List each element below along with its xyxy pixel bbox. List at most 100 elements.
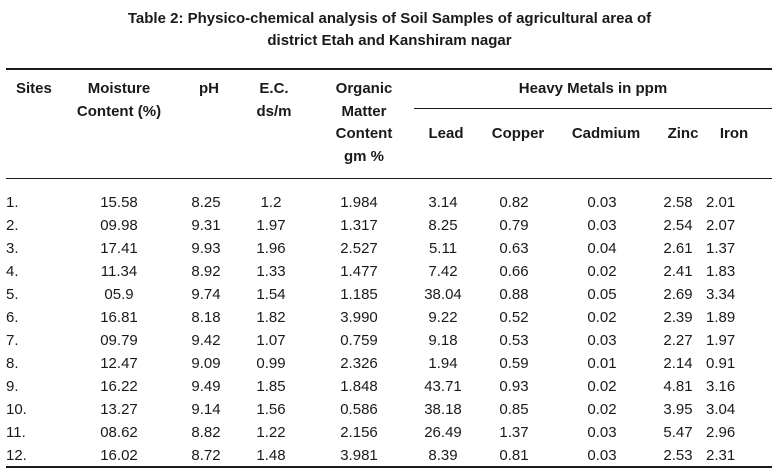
cell-zinc: 2.53 xyxy=(663,447,693,464)
cell-copper: 0.82 xyxy=(499,194,529,211)
cell-site: 8. xyxy=(6,355,19,372)
cell-site: 4. xyxy=(6,263,19,280)
cell-ph: 8.92 xyxy=(191,263,221,280)
cell-site: 2. xyxy=(6,217,19,234)
caption-line-2: district Etah and Kanshiram nagar xyxy=(267,32,512,49)
table-row: 3. 17.41 9.93 1.96 2.527 5.11 0.63 0.04 2.61 1.37 xyxy=(6,237,772,260)
cell-copper: 0.59 xyxy=(499,355,529,372)
cell-ph: 9.74 xyxy=(191,286,221,303)
cell-organic-matter: 1.185 xyxy=(340,286,378,303)
cell-ec: 1.22 xyxy=(256,424,286,441)
cell-cadmium: 0.02 xyxy=(587,401,617,418)
cell-cadmium: 0.02 xyxy=(587,309,617,326)
data-table: 1. 15.58 8.25 1.2 1.984 3.14 0.82 0.03 2.58 2.01 2… xyxy=(6,191,772,467)
header-iron: Iron xyxy=(719,125,749,142)
cell-site: 7. xyxy=(6,332,19,349)
cell-site: 5. xyxy=(6,286,19,303)
cell-moisture: 15.58 xyxy=(100,194,138,211)
table-row: 9. 16.22 9.49 1.85 1.848 43.71 0.93 0.02 4.81 3.1… xyxy=(6,375,772,398)
cell-iron: 3.04 xyxy=(706,401,736,418)
cell-moisture: 17.41 xyxy=(100,240,138,257)
cell-iron: 1.89 xyxy=(706,309,736,326)
cell-lead: 38.18 xyxy=(424,401,462,418)
cell-copper: 0.81 xyxy=(499,447,529,464)
cell-copper: 1.37 xyxy=(499,424,529,441)
cell-ec: 1.2 xyxy=(260,194,282,211)
cell-organic-matter: 1.317 xyxy=(340,217,378,234)
cell-ec: 1.82 xyxy=(256,309,286,326)
cell-copper: 0.63 xyxy=(499,240,529,257)
cell-moisture: 08.62 xyxy=(100,424,138,441)
header-heavy-metals: Heavy Metals in ppm xyxy=(518,80,668,97)
cell-cadmium: 0.03 xyxy=(587,217,617,234)
cell-ec: 1.85 xyxy=(256,378,286,395)
cell-site: 6. xyxy=(6,309,19,326)
cell-site: 9. xyxy=(6,378,19,395)
cell-organic-matter: 1.477 xyxy=(340,263,378,280)
cell-copper: 0.79 xyxy=(499,217,529,234)
cell-lead: 7.42 xyxy=(428,263,458,280)
cell-zinc: 3.95 xyxy=(663,401,693,418)
cell-zinc: 2.41 xyxy=(663,263,693,280)
cell-lead: 43.71 xyxy=(424,378,462,395)
header-organic-matter: Organic Matter Content gm % xyxy=(318,78,410,168)
cell-organic-matter: 1.848 xyxy=(340,378,378,395)
header-om-line-2: Matter xyxy=(341,102,387,120)
cell-copper: 0.85 xyxy=(499,401,529,418)
cell-site: 1. xyxy=(6,194,19,211)
cell-moisture: 09.79 xyxy=(100,332,138,349)
cell-iron: 2.31 xyxy=(706,447,736,464)
cell-organic-matter: 1.984 xyxy=(340,194,378,211)
heavy-metals-rule xyxy=(414,108,772,109)
cell-moisture: 11.34 xyxy=(100,263,138,280)
cell-moisture: 13.27 xyxy=(100,401,138,418)
top-rule xyxy=(6,68,772,70)
cell-ec: 1.07 xyxy=(256,332,286,349)
header-ph: pH xyxy=(199,80,219,97)
cell-ec: 1.54 xyxy=(256,286,286,303)
cell-copper: 0.53 xyxy=(499,332,529,349)
cell-zinc: 2.27 xyxy=(663,332,693,349)
cell-zinc: 2.54 xyxy=(663,217,693,234)
cell-cadmium: 0.05 xyxy=(587,286,617,303)
cell-ph: 8.25 xyxy=(191,194,221,211)
cell-ph: 8.72 xyxy=(191,447,221,464)
cell-cadmium: 0.03 xyxy=(587,332,617,349)
cell-iron: 1.37 xyxy=(706,240,736,257)
cell-organic-matter: 3.990 xyxy=(340,309,378,326)
cell-zinc: 2.69 xyxy=(663,286,693,303)
header-moisture: Moisture Content (%) xyxy=(62,78,176,123)
header-ec: E.C. ds/m xyxy=(243,78,305,123)
cell-cadmium: 0.02 xyxy=(587,378,617,395)
cell-iron: 3.16 xyxy=(706,378,736,395)
bottom-rule xyxy=(6,466,772,468)
cell-ph: 9.42 xyxy=(191,332,221,349)
cell-ph: 9.14 xyxy=(191,401,221,418)
cell-ph: 9.31 xyxy=(191,217,221,234)
table-row: 5. 05.9 9.74 1.54 1.185 38.04 0.88 0.05 2.69 3.34 xyxy=(6,283,772,306)
cell-iron: 2.96 xyxy=(706,424,736,441)
cell-moisture: 05.9 xyxy=(104,286,134,303)
cell-copper: 0.66 xyxy=(499,263,529,280)
cell-zinc: 4.81 xyxy=(663,378,693,395)
cell-lead: 8.25 xyxy=(428,217,458,234)
cell-copper: 0.93 xyxy=(499,378,529,395)
cell-lead: 9.18 xyxy=(428,332,458,349)
cell-lead: 26.49 xyxy=(424,424,462,441)
cell-ph: 8.82 xyxy=(191,424,221,441)
cell-zinc: 2.39 xyxy=(663,309,693,326)
cell-iron: 2.01 xyxy=(706,194,736,211)
header-cadmium: Cadmium xyxy=(571,125,641,142)
cell-ph: 9.49 xyxy=(191,378,221,395)
cell-ec: 1.33 xyxy=(256,263,286,280)
cell-site: 11. xyxy=(6,424,26,441)
header-bottom-rule xyxy=(6,178,772,179)
table-row: 2. 09.98 9.31 1.97 1.317 8.25 0.79 0.03 2.54 2.07 xyxy=(6,214,772,237)
cell-organic-matter: 2.527 xyxy=(340,240,378,257)
table-row: 11. 08.62 8.82 1.22 2.156 26.49 1.37 0.03 5.47 2.… xyxy=(6,421,772,444)
header-ec-line-1: E.C. xyxy=(259,80,289,97)
cell-moisture: 12.47 xyxy=(100,355,138,372)
cell-moisture: 16.02 xyxy=(100,447,138,464)
cell-cadmium: 0.02 xyxy=(587,263,617,280)
header-om-line-4: gm % xyxy=(343,147,384,165)
